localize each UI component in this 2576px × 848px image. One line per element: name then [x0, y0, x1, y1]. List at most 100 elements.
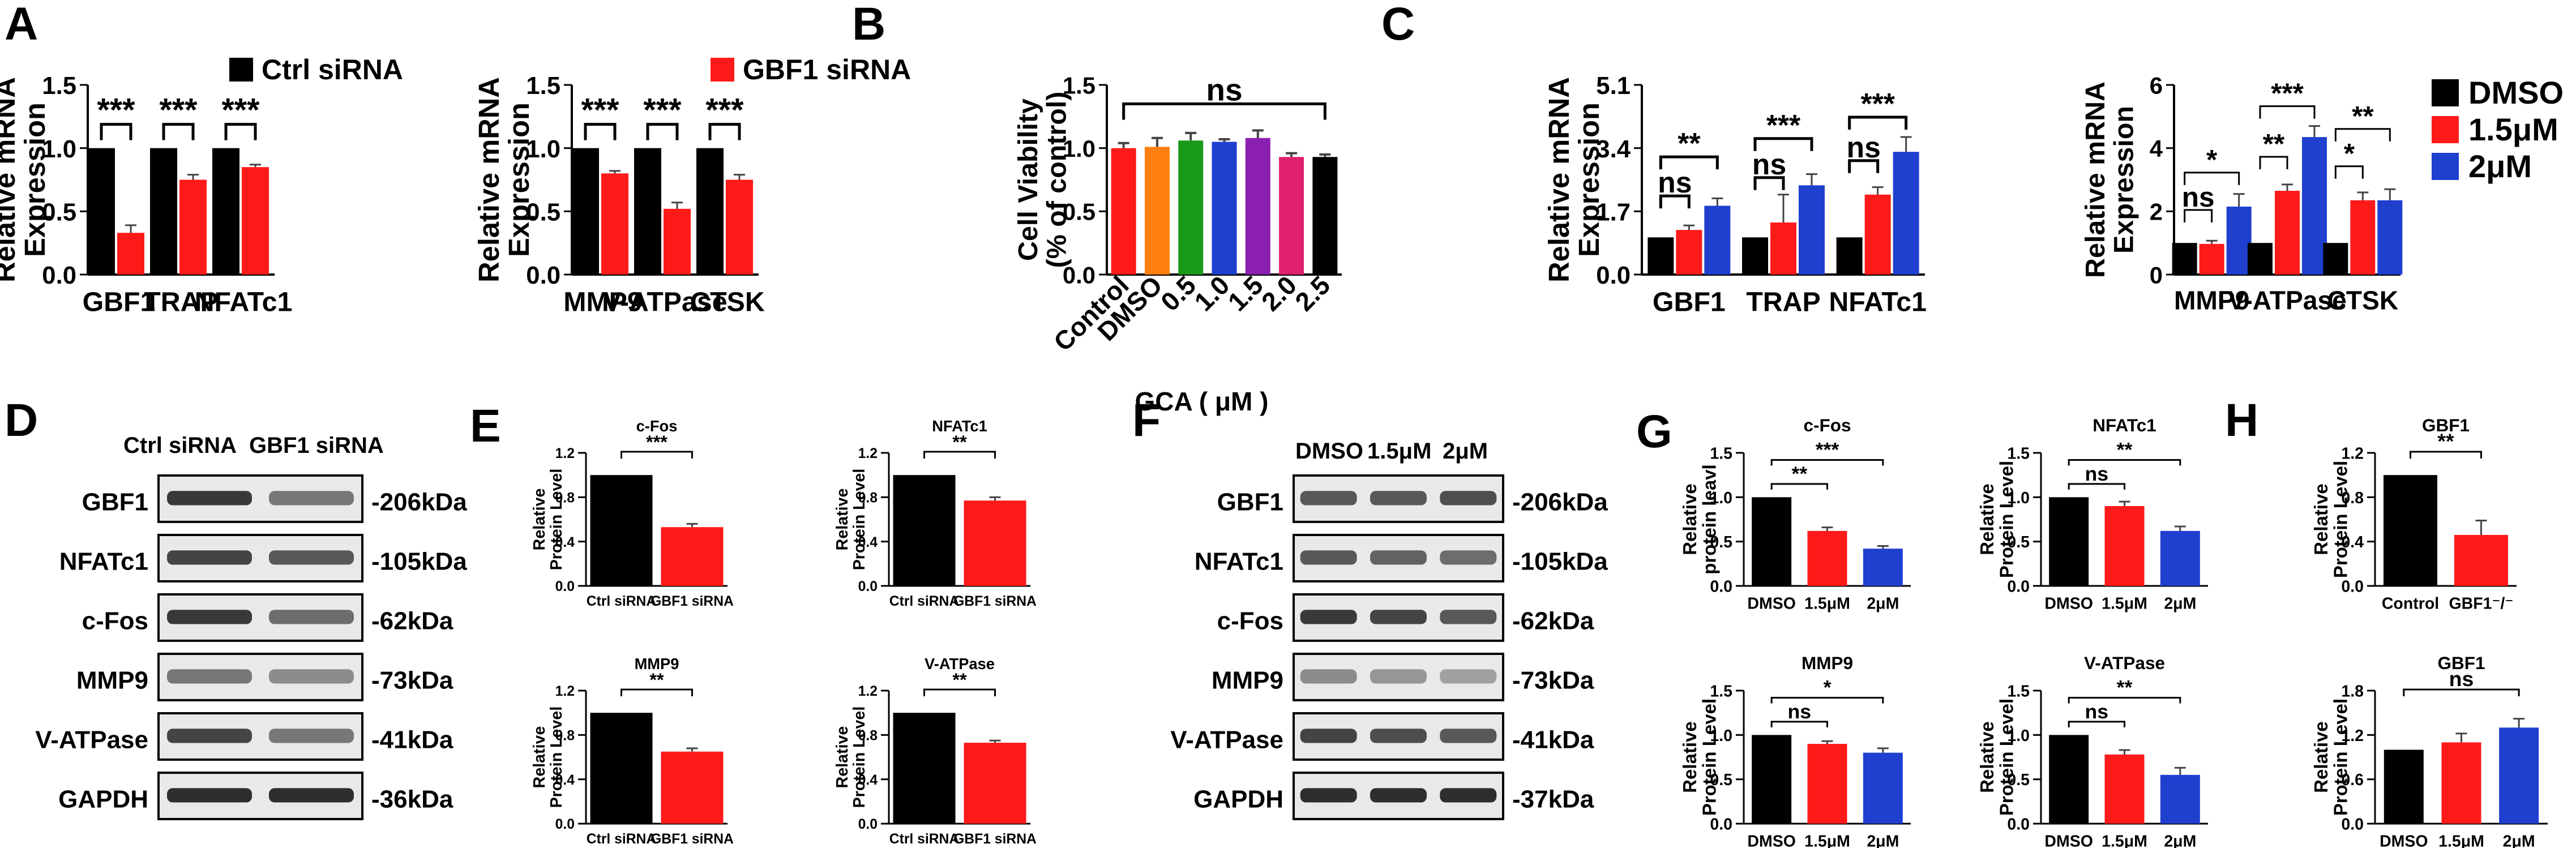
C1-sig-TRAP-a-label: ns: [1752, 148, 1786, 181]
E4-title: V-ATPase: [925, 655, 995, 673]
A2-bar-V-ATPase-Ctrl siRNA: [634, 148, 661, 275]
E3-sig-label: **: [649, 670, 664, 690]
G1-title: c-Fos: [1803, 415, 1851, 435]
C2-bar-MMP9-2μM: [2226, 206, 2252, 275]
C2-sig-CTSK-a-bracket: [2334, 165, 2364, 179]
C2-sig-MMP9-b-label: *: [2206, 144, 2218, 175]
A1-y-tick-label: 1.0: [42, 135, 76, 163]
E4-y-tick-label: 1.2: [858, 684, 878, 699]
A1-bar-TRAP-GBF1 siRNA: [179, 179, 207, 275]
blot-D-label-GAPDH: GAPDH: [58, 785, 148, 813]
E4-y-axis-label: RelativeProtein Level: [833, 706, 868, 808]
C2-bar-CTSK-DMSO: [2323, 243, 2348, 275]
blot-D-band-c-Fos-0: [167, 610, 252, 624]
C1-bar-NFATc1-1.5μM: [1864, 194, 1891, 275]
G3-sig-1-bracket: [1770, 697, 1884, 704]
C2-x-tick-label: CTSK: [2327, 286, 2398, 315]
G1-y-axis-label: Relativeprotein leavl: [1679, 464, 1720, 574]
E2-y-axis-label-line: Relative: [833, 489, 851, 551]
E4-y-axis-label-line: Protein Level: [850, 706, 868, 808]
E4-y-tick-label: 0.8: [858, 728, 878, 743]
blot-F-band-GAPDH-2: [1440, 788, 1497, 803]
B-y-axis-label: Cell Viability(% of control): [1013, 92, 1072, 268]
G1-sig-0-label: **: [1791, 462, 1807, 485]
blot-D-band-GAPDH-1: [269, 788, 354, 803]
blot-f-header-2: 2μM: [1443, 439, 1488, 464]
C1-bar-GBF1-2μM: [1704, 205, 1731, 275]
G1-x-tick-label: 1.5μM: [1804, 595, 1850, 613]
H2-y-axis-label: RelativeProtein Level: [2310, 699, 2351, 816]
chart-e4: 0.0 0.4 0.8 1.2 RelativeProtein Level Ctrl si…: [833, 655, 1037, 847]
E3-y-tick-label: 0.8: [555, 728, 575, 743]
B-x-tick-label: 2.5: [1289, 270, 1336, 316]
blot-F-strip-MMP9: [1293, 653, 1504, 701]
A1-bar-GBF1-Ctrl siRNA: [88, 148, 115, 275]
blot-F-label-GAPDH: GAPDH: [1193, 785, 1283, 813]
C1-x-tick-label: TRAP: [1746, 286, 1820, 317]
E3-y-axis-label-line: Protein Level: [547, 706, 566, 808]
C2-y-tick-label: 4: [2150, 135, 2163, 162]
C2-sig-CTSK-b-label: **: [2352, 101, 2374, 132]
E3-y-axis-label-line: Relative: [530, 726, 549, 789]
G3-y-axis-label-line: Protein Level: [1699, 699, 1720, 816]
blot-D-band-V-ATPase-0: [167, 729, 252, 743]
G4-title: V-ATPase: [2084, 653, 2165, 673]
blot-F-label-GBF1: GBF1: [1217, 488, 1283, 516]
G2-title: NFATc1: [2093, 415, 2156, 435]
western-blot-f: DMSO 1.5μM 2μM GBF1 -206kDa NFATc1 -105kDa c…: [1170, 439, 1608, 820]
blot-D-size-MMP9: -73kDa: [371, 666, 453, 694]
C1-x-tick-label: NFATc1: [1829, 286, 1927, 317]
B-bar-1.5: [1245, 138, 1270, 275]
panel-label-f: F: [1132, 395, 1161, 446]
H1-bar-GBF1⁻/⁻: [2454, 534, 2508, 586]
blot-F-size-MMP9: -73kDa: [1512, 666, 1594, 694]
A2-sig-MMP9-label: ***: [581, 92, 619, 129]
G1-bar-2μM: [1863, 549, 1903, 586]
G3-y-tick-label: 1.5: [1710, 683, 1732, 701]
E2-y-tick-label: 0.0: [858, 579, 878, 594]
C1-bar-TRAP-1.5μM: [1770, 222, 1796, 275]
C2-bar-MMP9-DMSO: [2172, 243, 2197, 275]
G3-sig-1-label: *: [1824, 676, 1832, 699]
G4-y-tick-label: 1.0: [2007, 727, 2030, 745]
blot-F-label-V-ATPase: V-ATPase: [1170, 726, 1283, 753]
legend-c: DMSO 1.5μM 2μM: [2432, 75, 2564, 184]
C2-y-tick-label: 0: [2150, 262, 2163, 288]
G4-y-tick-label: 1.5: [2007, 683, 2030, 701]
E1-y-axis-label-line: Protein Level: [547, 469, 566, 571]
C1-sig-NFATc1-a-bracket: [1848, 159, 1880, 173]
blot-F-band-GBF1-2: [1440, 491, 1497, 506]
G4-y-tick-label: 0.5: [2007, 771, 2030, 789]
C2-sig-MMP9-b-bracket: [2184, 172, 2240, 185]
blot-D-band-GBF1-1: [269, 491, 354, 506]
blot-D-label-NFATc1: NFATc1: [59, 547, 148, 575]
C1-bar-NFATc1-DMSO: [1836, 237, 1863, 275]
G2-bar-DMSO: [2049, 497, 2089, 586]
blot-D-size-c-Fos: -62kDa: [371, 607, 453, 635]
C1-bar-TRAP-2μM: [1799, 185, 1825, 275]
legend-ctrl-sirna: Ctrl siRNA: [229, 54, 403, 85]
blot-D-size-V-ATPase: -41kDa: [371, 726, 453, 753]
H2-sig-label: ns: [2449, 667, 2474, 691]
G1-bar-1.5μM: [1807, 530, 1847, 586]
E4-y-axis-label-line: Relative: [833, 726, 851, 789]
A1-y-tick-label: 1.5: [42, 72, 76, 100]
legend-label-ctrl: Ctrl siRNA: [262, 54, 403, 85]
blot-F-size-c-Fos: -62kDa: [1512, 607, 1594, 635]
blot-D-band-V-ATPase-1: [269, 729, 354, 743]
blot-F-band-c-Fos-1: [1370, 610, 1427, 624]
G1-sig-1-label: ***: [1816, 439, 1839, 461]
A1-sig-TRAP-bracket: [162, 123, 195, 140]
G3-y-tick-label: 0.5: [1710, 771, 1732, 789]
E3-y-axis-label: RelativeProtein Level: [530, 706, 566, 808]
blot-D-size-GBF1: -206kDa: [371, 488, 467, 516]
legend-label-dmso: DMSO: [2468, 75, 2564, 110]
H1-y-axis-label: RelativeProtein Level: [2310, 461, 2351, 578]
E1-x-tick-label: GBF1 siRNA: [651, 594, 734, 609]
G4-y-tick-label: 0.0: [2007, 816, 2030, 834]
G2-y-tick-label: 0.5: [2007, 533, 2030, 551]
C2-sig-V-ATPase-b-label: ***: [2271, 78, 2304, 109]
G2-x-tick-label: 2μM: [2164, 595, 2196, 613]
E3-title: MMP9: [635, 655, 679, 673]
